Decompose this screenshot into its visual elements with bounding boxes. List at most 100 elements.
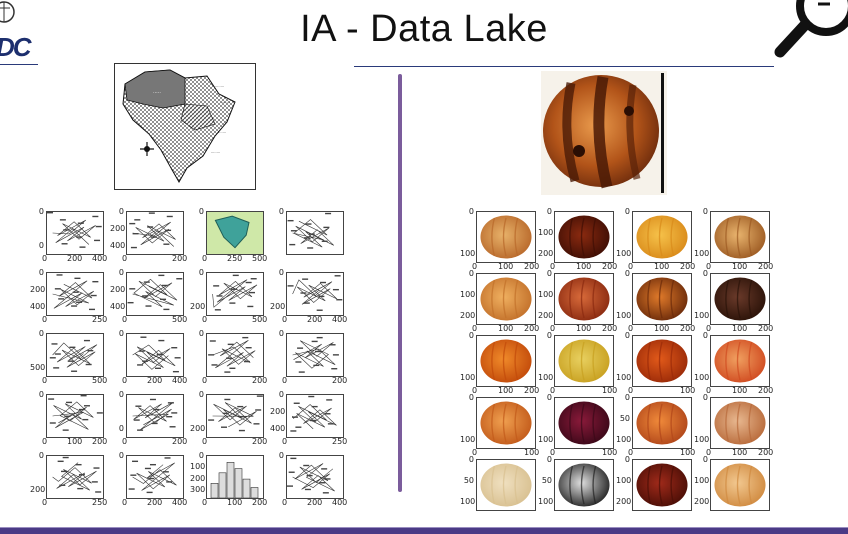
pollen-thumbnail: 0 100 200 0 100 200 xyxy=(538,269,617,333)
y-tick-label: 400 xyxy=(270,424,286,433)
thumbnail-frame xyxy=(554,211,614,263)
y-tick-label: 200 xyxy=(694,497,710,506)
pollen-thumbnail: 0 100 200 xyxy=(616,455,692,511)
x-tick-label: 200 xyxy=(147,376,163,385)
pollen-thumbnail: 0 100 0 100 200 xyxy=(616,269,695,333)
x-tick-label: 200 xyxy=(758,324,774,333)
thumbnail-frame xyxy=(710,459,770,511)
x-tick-label: 200 xyxy=(92,437,108,446)
x-tick-label: 0 xyxy=(628,386,634,395)
map-thumbnail: 0 0 0 200 400 xyxy=(39,207,107,263)
x-tick-label: 0 xyxy=(706,386,712,395)
x-tick-label: 0 xyxy=(202,254,208,263)
y-tick-label: 100 xyxy=(538,435,554,444)
y-tick-label: 400 xyxy=(110,241,126,250)
svg-text:········: ········ xyxy=(211,151,220,155)
y-tick-label: 200 xyxy=(190,473,206,483)
header-rule-right xyxy=(354,66,774,67)
thumbnail-frame xyxy=(206,394,264,438)
y-tick-label: 0 xyxy=(624,393,630,402)
y-tick-label: 100 xyxy=(538,228,554,237)
x-tick-label: 400 xyxy=(332,498,348,507)
thumbnail-frame xyxy=(710,335,770,387)
y-tick-label: 0 xyxy=(546,331,552,340)
thumbnail-frame xyxy=(554,273,614,325)
x-tick-label: 200 xyxy=(524,386,540,395)
y-tick-label: 0 xyxy=(38,241,44,250)
thumbnail-frame xyxy=(632,273,692,325)
y-tick-label: 100 xyxy=(538,373,554,382)
x-tick-label: 0 xyxy=(42,254,48,263)
y-tick-label: 0 xyxy=(198,451,204,460)
x-tick-label: 250 xyxy=(332,437,348,446)
y-tick-label: 0 xyxy=(118,451,124,460)
map-thumbnail: 0 200 0 250 xyxy=(30,451,107,507)
x-tick-label: 100 xyxy=(654,324,670,333)
thumbnail-frame xyxy=(632,211,692,263)
y-tick-label: 0 xyxy=(118,390,124,399)
x-tick-label: 200 xyxy=(680,324,696,333)
x-tick-label: 200 xyxy=(172,437,188,446)
y-tick-label: 0 xyxy=(702,393,708,402)
y-tick-label: 200 xyxy=(270,407,286,416)
x-tick-label: 0 xyxy=(42,498,48,507)
thumbnail-frame xyxy=(476,397,536,449)
map-thumbnail: 0 200 400 0 250 xyxy=(270,390,347,446)
x-tick-label: 200 xyxy=(524,324,540,333)
pollen-thumbnail: 0 100 200 xyxy=(694,455,770,511)
thumbnail-frame xyxy=(476,211,536,263)
x-tick-label: 100 xyxy=(732,386,748,395)
y-tick-label: 100 xyxy=(694,249,710,258)
x-tick-label: 100 xyxy=(732,324,748,333)
x-tick-label: 400 xyxy=(172,376,188,385)
thumbnail-frame xyxy=(554,335,614,387)
x-tick-label: 0 xyxy=(282,376,288,385)
y-tick-label: 0 xyxy=(278,268,284,277)
y-tick-label: 100 xyxy=(460,373,476,382)
map-thumbnail: 0 0 200 xyxy=(279,329,347,385)
thumbnail-frame xyxy=(476,273,536,325)
y-tick-label: 0 xyxy=(468,331,474,340)
y-tick-label: 500 xyxy=(30,363,46,372)
y-tick-label: 0 xyxy=(702,207,708,216)
y-tick-label: 0 xyxy=(198,329,204,338)
y-tick-label: 0 xyxy=(278,390,284,399)
x-tick-label: 0 xyxy=(472,262,478,271)
x-tick-label: 500 xyxy=(252,254,268,263)
x-tick-label: 200 xyxy=(307,498,323,507)
x-tick-label: 400 xyxy=(332,315,348,324)
x-tick-label: 0 xyxy=(122,315,128,324)
x-tick-label: 100 xyxy=(498,386,514,395)
x-tick-label: 0 xyxy=(122,498,128,507)
y-tick-label: 0 xyxy=(624,207,630,216)
y-tick-label: 100 xyxy=(616,435,632,444)
x-tick-label: 0 xyxy=(706,262,712,271)
thumbnail-frame xyxy=(206,455,264,499)
svg-text:········: ········ xyxy=(215,85,224,89)
x-tick-label: 100 xyxy=(524,448,540,457)
y-tick-label: 100 xyxy=(190,462,206,472)
y-tick-label: 0 xyxy=(546,207,552,216)
footer-rule xyxy=(0,527,848,528)
y-tick-label: 300 xyxy=(190,485,206,494)
pollen-thumbnail-grid: 0 100 0 100 200 0 100 200 0 100 200 0 100 0 100 200 0 100… xyxy=(458,205,793,515)
x-tick-label: 200 xyxy=(147,498,163,507)
thumbnail-frame xyxy=(126,333,184,377)
map-thumbnail-grid: 0 0 0 200 400 0 200 400 0 200 0 0 250 500 0 0 200 400 0 250… xyxy=(28,205,353,515)
x-tick-label: 0 xyxy=(550,324,556,333)
pollen-thumbnail: 0 100 0 100 xyxy=(616,331,695,395)
x-tick-label: 0 xyxy=(202,315,208,324)
y-tick-label: 200 xyxy=(110,224,126,233)
y-tick-label: 100 xyxy=(616,249,632,258)
thumbnail-frame xyxy=(476,335,536,387)
x-tick-label: 250 xyxy=(92,315,108,324)
x-tick-label: 100 xyxy=(654,262,670,271)
x-tick-label: 0 xyxy=(628,324,634,333)
y-tick-label: 0 xyxy=(278,207,284,216)
svg-text:········: ········ xyxy=(217,131,226,135)
y-tick-label: 0 xyxy=(702,455,708,464)
x-tick-label: 400 xyxy=(92,254,108,263)
x-tick-label: 100 xyxy=(732,262,748,271)
x-tick-label: 100 xyxy=(498,262,514,271)
pollen-thumbnail: 0 50 100 0 100 xyxy=(616,393,695,457)
